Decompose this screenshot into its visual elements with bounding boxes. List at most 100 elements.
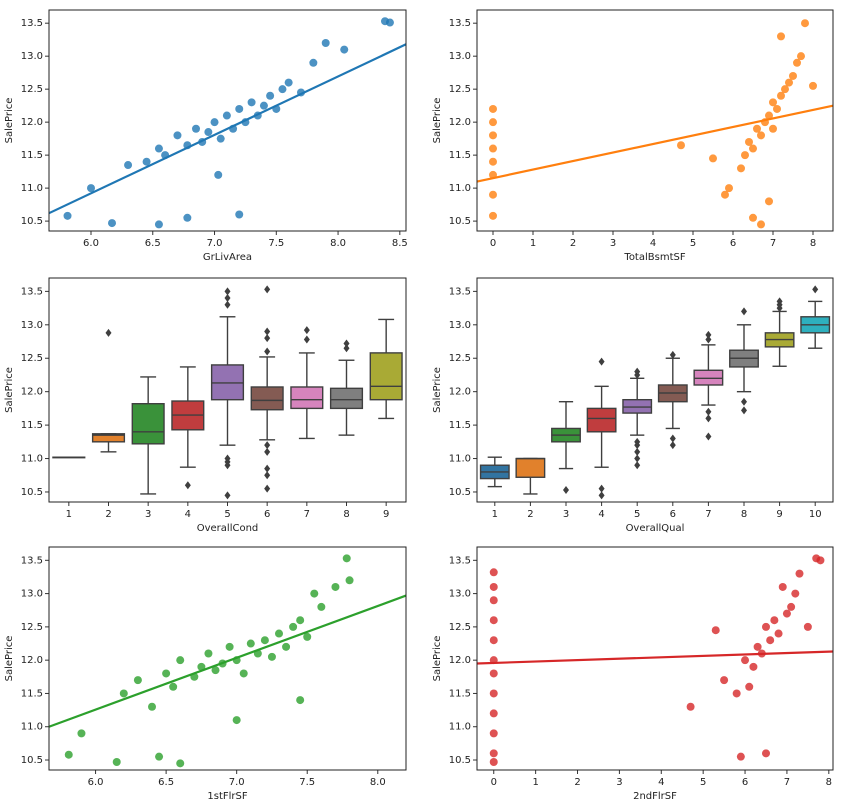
point bbox=[340, 45, 349, 54]
point bbox=[296, 616, 305, 625]
box bbox=[586, 407, 617, 433]
outlier bbox=[634, 367, 641, 376]
outlier bbox=[598, 357, 605, 366]
y-tick-label: 13.5 bbox=[449, 286, 471, 297]
point bbox=[489, 131, 497, 140]
point bbox=[795, 569, 804, 578]
y-tick-label: 12.0 bbox=[449, 387, 471, 398]
outlier bbox=[705, 407, 712, 416]
point bbox=[489, 669, 498, 678]
outlier bbox=[705, 414, 712, 423]
x-tick-label: 3 bbox=[616, 777, 622, 788]
outlier bbox=[224, 294, 231, 303]
x-tick-label: 0 bbox=[491, 777, 497, 788]
point bbox=[778, 582, 787, 591]
y-tick-label: 13.0 bbox=[21, 51, 43, 62]
point bbox=[266, 91, 275, 100]
point bbox=[345, 576, 354, 585]
point bbox=[232, 716, 241, 725]
y-tick-label: 12.5 bbox=[449, 353, 471, 364]
point bbox=[108, 219, 116, 228]
point bbox=[770, 616, 779, 625]
point bbox=[155, 752, 164, 761]
y-tick-label: 13.0 bbox=[449, 51, 471, 62]
point bbox=[489, 729, 498, 738]
x-tick-label: 9 bbox=[383, 509, 389, 520]
y-tick-label: 13.5 bbox=[21, 286, 43, 297]
outlier bbox=[264, 441, 271, 450]
y-tick-label: 12.5 bbox=[21, 353, 43, 364]
outlier bbox=[264, 464, 271, 473]
y-tick-label: 12.5 bbox=[21, 622, 43, 633]
x-tick-label: 8.0 bbox=[330, 238, 346, 249]
point bbox=[749, 662, 758, 671]
point bbox=[246, 639, 255, 648]
point bbox=[176, 759, 185, 768]
x-tick-label: 6.0 bbox=[83, 238, 99, 249]
y-tick-label: 10.5 bbox=[21, 755, 43, 766]
y-tick-label: 11.5 bbox=[449, 420, 471, 431]
outlier bbox=[634, 454, 641, 463]
y-tick-label: 13.5 bbox=[449, 18, 471, 29]
point bbox=[133, 676, 142, 685]
point bbox=[235, 210, 244, 219]
x-tick-label: 7 bbox=[705, 509, 711, 520]
y-tick-label: 13.0 bbox=[21, 589, 43, 600]
outlier bbox=[669, 350, 676, 359]
outlier bbox=[741, 397, 747, 406]
point bbox=[142, 157, 151, 166]
x-tick-label: 3 bbox=[563, 509, 569, 520]
point bbox=[489, 689, 498, 698]
box bbox=[515, 457, 546, 478]
x-tick-label: 6 bbox=[730, 238, 736, 249]
axes-frame bbox=[48, 9, 407, 232]
x-tick-label: 7.5 bbox=[299, 777, 315, 788]
point bbox=[489, 749, 498, 758]
x-tick-label: 8 bbox=[741, 509, 747, 520]
outlier bbox=[343, 344, 350, 353]
x-tick-label: 4 bbox=[650, 238, 656, 249]
y-tick-label: 11.5 bbox=[449, 150, 471, 161]
point bbox=[677, 141, 685, 150]
x-tick-label: 8.0 bbox=[370, 777, 386, 788]
x-tick-label: 8 bbox=[826, 777, 832, 788]
outlier bbox=[303, 335, 310, 344]
y-tick-label: 11.5 bbox=[449, 688, 471, 699]
point bbox=[310, 589, 319, 598]
point bbox=[489, 104, 497, 113]
point bbox=[489, 568, 498, 577]
x-tick-label: 4 bbox=[598, 509, 604, 520]
x-tick-label: 9 bbox=[776, 509, 782, 520]
point bbox=[757, 131, 765, 140]
point bbox=[162, 669, 171, 678]
outlier bbox=[776, 297, 783, 306]
regression-line bbox=[476, 650, 834, 665]
point bbox=[769, 124, 777, 133]
outlier bbox=[563, 485, 569, 494]
point bbox=[789, 71, 797, 80]
box bbox=[250, 386, 284, 411]
point bbox=[309, 58, 318, 67]
point bbox=[385, 18, 394, 27]
y-tick-label: 13.0 bbox=[21, 320, 43, 331]
outlier bbox=[303, 326, 310, 335]
point bbox=[777, 32, 785, 41]
outlier bbox=[264, 447, 271, 456]
outlier bbox=[264, 327, 271, 336]
point bbox=[816, 556, 825, 565]
x-tick-label: 7.0 bbox=[229, 777, 245, 788]
point bbox=[64, 750, 73, 759]
point bbox=[317, 602, 326, 611]
point bbox=[773, 104, 781, 113]
x-tick-label: 2 bbox=[570, 238, 576, 249]
x-tick-label: 3 bbox=[610, 238, 616, 249]
point bbox=[749, 144, 757, 153]
point bbox=[489, 118, 497, 127]
point bbox=[192, 124, 200, 133]
regression-line bbox=[48, 594, 407, 728]
point bbox=[489, 211, 497, 220]
point bbox=[148, 702, 157, 711]
point bbox=[77, 729, 86, 738]
y-axis-label: SalePrice bbox=[432, 98, 443, 144]
x-tick-label: 6 bbox=[264, 509, 270, 520]
